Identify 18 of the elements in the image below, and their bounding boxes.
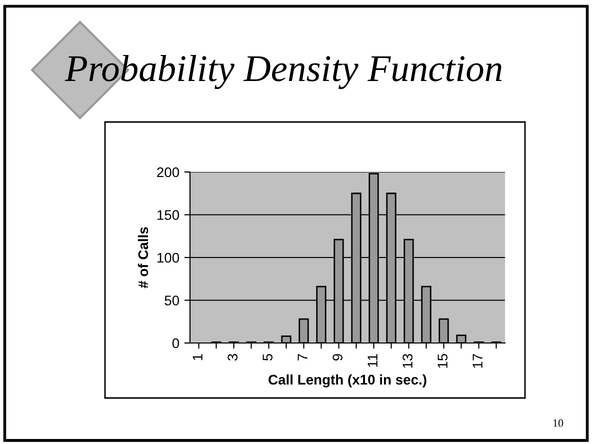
chart-title: Probability Density Function [64, 54, 502, 90]
x-axis-title: Call Length (x10 in sec.) [268, 374, 426, 388]
y-tick-label: 200 [157, 167, 180, 178]
y-tick-label: 150 [157, 210, 180, 220]
x-tick-label: 13 [402, 354, 412, 368]
y-tick-label: 0 [172, 338, 180, 348]
x-tick-label: 1 [192, 354, 202, 360]
y-tick-label: 50 [164, 296, 180, 306]
text: 10 [553, 419, 564, 427]
x-tick-label: 7 [298, 354, 308, 360]
x-tick-label: 9 [332, 354, 342, 360]
y-tick-label: 100 [157, 252, 180, 263]
y-axis-title: # of Calls [138, 227, 148, 288]
x-tick-label: 11 [368, 354, 378, 367]
x-tick-label: 17 [472, 354, 482, 368]
x-tick-label: 5 [262, 354, 272, 361]
x-tick-label: 3 [228, 354, 238, 361]
x-tick-label: 15 [438, 354, 448, 368]
